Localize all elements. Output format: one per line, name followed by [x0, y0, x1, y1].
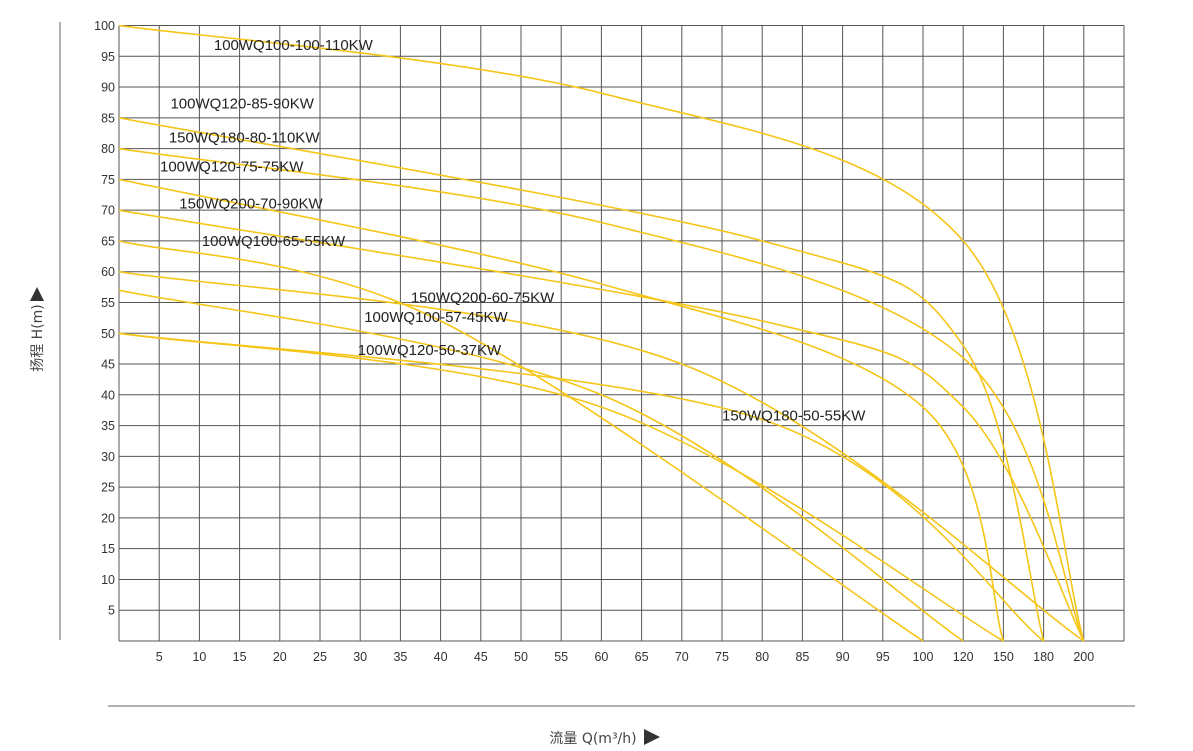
y-tick-label: 10	[101, 573, 115, 587]
x-tick-label: 20	[273, 650, 287, 664]
x-tick-label: 180	[1033, 650, 1054, 664]
y-axis-title-group: 扬程 H(m)	[30, 304, 46, 372]
x-tick-label: 75	[715, 650, 729, 664]
y-tick-label: 40	[101, 388, 115, 402]
y-tick-label: 90	[101, 81, 115, 95]
x-tick-label: 35	[393, 650, 407, 664]
x-tick-label: 40	[434, 650, 448, 664]
y-tick-label: 20	[101, 511, 115, 525]
y-tick-label: 60	[101, 265, 115, 279]
x-tick-label: 60	[594, 650, 608, 664]
curve-annotation: 150WQ200-60-75KW	[411, 289, 555, 306]
x-tick-label: 15	[233, 650, 247, 664]
pump-curve	[118, 147, 1085, 642]
x-tick-label: 65	[635, 650, 649, 664]
pump-curve	[118, 240, 924, 642]
y-tick-label: 65	[101, 234, 115, 248]
pump-curve	[118, 178, 1005, 642]
pump-curve	[118, 270, 1085, 642]
x-axis-title: 流量 Q(m³/h)	[549, 731, 636, 747]
y-tick-label: 100	[94, 19, 115, 33]
x-tick-label: 30	[353, 650, 367, 664]
y-tick-label: 95	[101, 50, 115, 64]
pump-curve	[118, 332, 1045, 642]
pump-curve	[118, 289, 964, 642]
x-tick-label: 80	[755, 650, 769, 664]
curve-annotation: 100WQ120-50-37KW	[358, 342, 502, 359]
x-tick-label: 90	[836, 650, 850, 664]
x-tick-labels: 5 10 15 20 25 30 35 40 45 50 55 60 65 70 75 80 85 90 95 100…	[156, 650, 1095, 664]
y-tick-label: 50	[101, 327, 115, 341]
y-tick-label: 55	[101, 296, 115, 310]
curve-annotation: 150WQ180-50-55KW	[722, 408, 866, 425]
y-tick-label: 45	[101, 358, 115, 372]
y-tick-label: 80	[101, 142, 115, 156]
y-tick-label: 25	[101, 481, 115, 495]
x-tick-label: 55	[554, 650, 568, 664]
x-tick-label: 10	[192, 650, 206, 664]
pump-curve	[118, 24, 1085, 642]
pump-curve	[118, 209, 1085, 642]
grid	[118, 25, 1125, 642]
curve-annotations: 100WQ100-100-110KW 100WQ120-85-90KW 150WQ1…	[160, 37, 866, 425]
curve-annotation: 100WQ120-85-90KW	[170, 96, 314, 113]
y-tick-label: 75	[101, 173, 115, 187]
x-tick-label: 25	[313, 650, 327, 664]
y-tick-label: 70	[101, 204, 115, 218]
y-tick-label: 15	[101, 542, 115, 556]
x-tick-label: 95	[876, 650, 890, 664]
curve-annotation: 150WQ200-70-90KW	[179, 195, 323, 212]
y-tick-label: 5	[108, 604, 115, 618]
x-tick-label: 85	[795, 650, 809, 664]
y-axis-arrow-icon	[30, 287, 44, 301]
curve-annotation: 150WQ180-80-110KW	[169, 129, 320, 146]
curve-annotation: 100WQ120-75-75KW	[160, 158, 304, 175]
y-axis-title: 扬程 H(m)	[30, 304, 46, 372]
x-tick-label: 70	[675, 650, 689, 664]
x-tick-label: 150	[993, 650, 1014, 664]
x-tick-label: 50	[514, 650, 528, 664]
x-axis-arrow-icon	[644, 729, 660, 745]
pump-curves	[118, 24, 1085, 642]
y-tick-label: 30	[101, 450, 115, 464]
x-tick-label: 120	[953, 650, 974, 664]
y-tick-label: 35	[101, 419, 115, 433]
x-tick-label: 200	[1073, 650, 1094, 664]
curve-annotation: 100WQ100-100-110KW	[214, 37, 374, 54]
y-tick-labels: 5 10 15 20 25 30 35 40 45 50 55 60 65 70 75 80 85 90 95 100	[94, 19, 115, 618]
curve-annotation: 100WQ100-57-45KW	[364, 309, 508, 326]
x-tick-label: 45	[474, 650, 488, 664]
x-tick-label: 100	[913, 650, 934, 664]
y-tick-label: 85	[101, 111, 115, 125]
curve-annotation: 100WQ100-65-55KW	[202, 233, 346, 250]
x-tick-label: 5	[156, 650, 163, 664]
